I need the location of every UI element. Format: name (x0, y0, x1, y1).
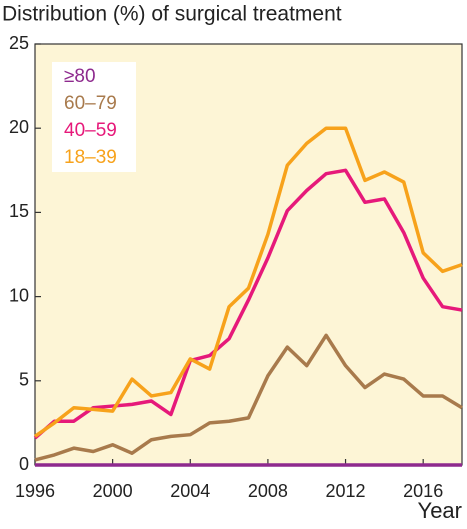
y-tick-label: 10 (9, 285, 29, 305)
x-tick-label: 2004 (170, 481, 210, 501)
legend-entry: ≥80 (64, 66, 96, 87)
chart-title: Distribution (%) of surgical treatment (2, 3, 342, 26)
series-line (34, 333, 463, 462)
y-tick-label: 25 (9, 33, 29, 53)
y-tick-label: 15 (9, 201, 29, 221)
series-line (34, 126, 463, 438)
series-line (33, 168, 463, 440)
x-tick-label: 2016 (403, 481, 443, 501)
legend-entry: 40–59 (64, 120, 117, 141)
x-tick-label: 2012 (326, 481, 366, 501)
x-tick-label: 2008 (248, 481, 288, 501)
x-axis-label: Year (418, 498, 462, 523)
y-tick-label: 0 (19, 454, 29, 474)
legend-entry: 60–79 (64, 93, 117, 114)
legend-box (52, 62, 136, 172)
legend-entry: 18–39 (64, 147, 117, 168)
y-tick-label: 20 (9, 117, 29, 137)
y-tick-label: 5 (19, 370, 29, 390)
x-tick-label: 2000 (93, 481, 133, 501)
x-tick-label: 1996 (15, 481, 55, 501)
